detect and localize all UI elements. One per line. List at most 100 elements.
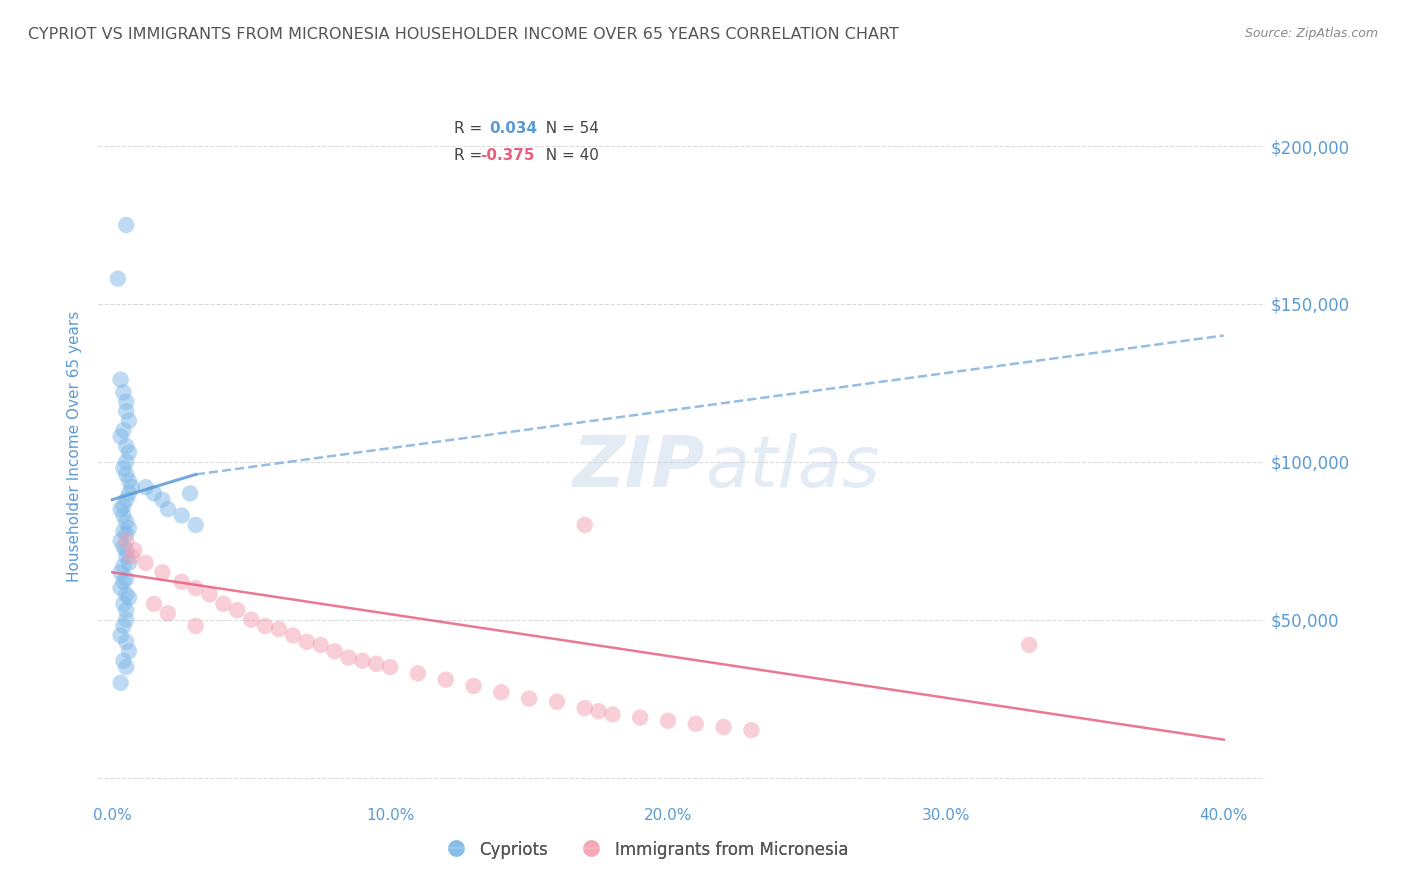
Point [112, 385, 135, 400]
Point [112, 524, 135, 539]
Point [112, 597, 135, 611]
Point [115, 543, 138, 558]
Point [112, 574, 135, 589]
Point [110, 373, 132, 387]
Text: N = 40: N = 40 [536, 148, 599, 162]
Point [226, 603, 249, 617]
Text: -0.375: -0.375 [479, 148, 534, 162]
Point [740, 723, 762, 738]
Point [254, 619, 277, 633]
Point [121, 480, 143, 494]
Point [517, 691, 540, 706]
Point [124, 543, 146, 558]
Point [143, 486, 166, 500]
Point [118, 486, 141, 500]
Text: N = 54: N = 54 [536, 121, 599, 136]
Text: Source: ZipAtlas.com: Source: ZipAtlas.com [1244, 27, 1378, 40]
Point [309, 638, 332, 652]
Point [112, 499, 135, 513]
Point [546, 695, 568, 709]
Point [685, 717, 707, 731]
Point [267, 622, 290, 636]
Point [115, 404, 138, 418]
Point [115, 660, 138, 674]
Point [107, 271, 129, 285]
Point [1018, 638, 1040, 652]
Point [118, 445, 141, 459]
Point [713, 720, 735, 734]
Point [118, 644, 141, 658]
Point [112, 423, 135, 437]
Point [115, 572, 138, 586]
Text: R =: R = [454, 148, 488, 162]
Point [170, 574, 193, 589]
Point [110, 581, 132, 595]
Point [156, 607, 179, 621]
Point [135, 480, 157, 494]
Point [491, 685, 513, 699]
Point [337, 650, 360, 665]
Point [110, 429, 132, 443]
Point [150, 492, 173, 507]
Text: atlas: atlas [706, 433, 880, 502]
Point [380, 660, 402, 674]
Point [115, 492, 138, 507]
Point [112, 540, 135, 554]
Point [463, 679, 485, 693]
Point [574, 701, 596, 715]
Point [115, 455, 138, 469]
Point [118, 556, 141, 570]
Point [118, 414, 141, 428]
Point [628, 710, 651, 724]
Point [156, 502, 179, 516]
Point [118, 591, 141, 605]
Point [115, 467, 138, 482]
Point [574, 517, 596, 532]
Point [115, 634, 138, 648]
Point [212, 597, 235, 611]
Point [366, 657, 388, 671]
Point [281, 628, 304, 642]
Point [110, 628, 132, 642]
Point [110, 533, 132, 548]
Point [118, 521, 141, 535]
Point [184, 517, 207, 532]
Point [112, 654, 135, 668]
Point [112, 619, 135, 633]
Point [115, 439, 138, 453]
Text: R =: R = [454, 121, 492, 136]
Point [143, 597, 166, 611]
Point [115, 394, 138, 409]
Point [170, 508, 193, 523]
Point [323, 644, 346, 658]
Point [118, 474, 141, 488]
Point [115, 533, 138, 548]
Text: 0.034: 0.034 [489, 121, 537, 136]
Text: ZIP: ZIP [574, 433, 706, 502]
Point [112, 559, 135, 574]
Point [184, 581, 207, 595]
Point [110, 502, 132, 516]
Point [112, 461, 135, 475]
Point [121, 549, 143, 564]
Legend: Cypriots, Immigrants from Micronesia: Cypriots, Immigrants from Micronesia [439, 834, 855, 866]
Y-axis label: Householder Income Over 65 years: Householder Income Over 65 years [67, 310, 83, 582]
Point [115, 613, 138, 627]
Point [112, 508, 135, 523]
Point [135, 556, 157, 570]
Point [184, 619, 207, 633]
Point [295, 634, 318, 648]
Point [352, 654, 374, 668]
Text: CYPRIOT VS IMMIGRANTS FROM MICRONESIA HOUSEHOLDER INCOME OVER 65 YEARS CORRELATI: CYPRIOT VS IMMIGRANTS FROM MICRONESIA HO… [28, 27, 898, 42]
Point [657, 714, 679, 728]
Point [240, 613, 263, 627]
Point [150, 566, 173, 580]
Point [110, 675, 132, 690]
Point [179, 486, 201, 500]
Point [115, 603, 138, 617]
Point [588, 704, 610, 718]
Point [115, 527, 138, 541]
Point [406, 666, 429, 681]
Point [115, 549, 138, 564]
Point [115, 515, 138, 529]
